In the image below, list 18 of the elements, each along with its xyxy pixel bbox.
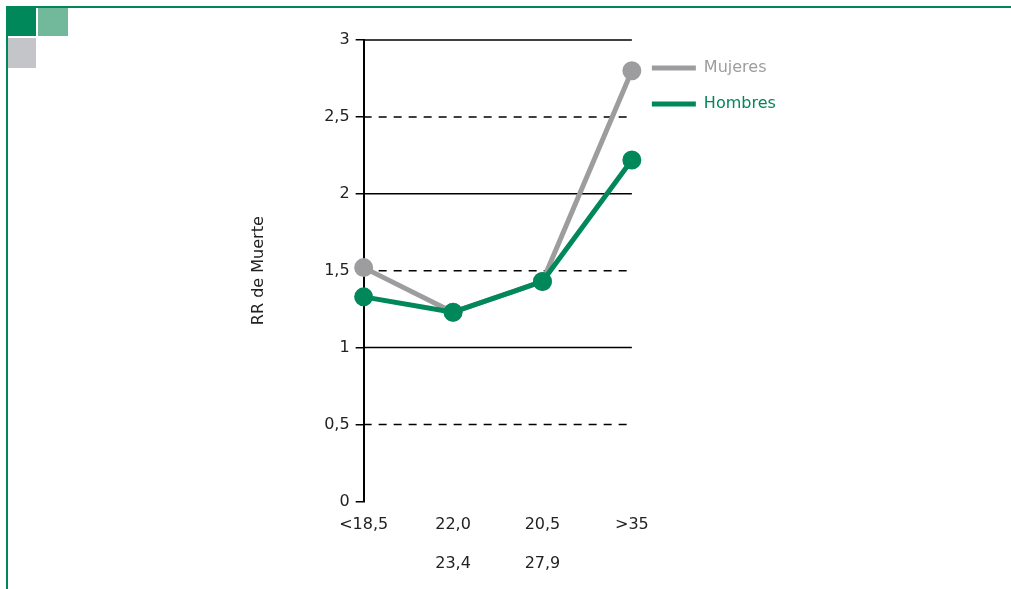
y-tick-label: 3 xyxy=(339,29,350,49)
legend-label: Mujeres xyxy=(703,57,777,77)
y-tick-label: 0 xyxy=(339,490,350,510)
point xyxy=(622,61,642,81)
legend-label: Hombres xyxy=(703,93,786,113)
y-tick-label: 2,5 xyxy=(324,106,350,126)
category-label: 22,0 23,4 xyxy=(435,514,471,572)
y-tick-label: 1,5 xyxy=(324,259,350,279)
point xyxy=(354,258,374,278)
point xyxy=(354,287,374,307)
y-axis-title: RR de Muerte xyxy=(247,216,267,326)
x-tick-label: >35 xyxy=(614,514,649,534)
point xyxy=(622,150,642,170)
y-tick-label: 2 xyxy=(339,182,350,202)
y-tick-label: 0,5 xyxy=(324,413,350,433)
x-tick-label: <18,5 xyxy=(339,514,389,534)
y-tick-label: 1 xyxy=(339,336,350,356)
category-label: 20,5 27,9 xyxy=(524,514,561,572)
